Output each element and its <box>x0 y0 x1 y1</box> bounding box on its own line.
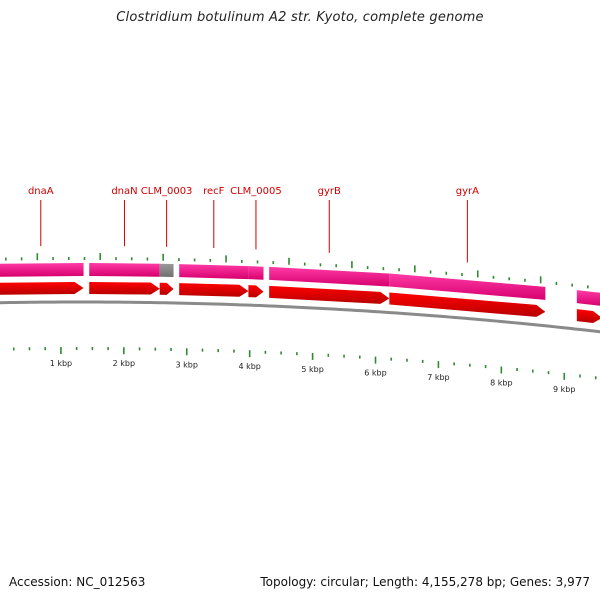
lower-tick-track <box>12 347 597 380</box>
upper-tick-track <box>5 253 589 289</box>
kbp-label: 4 kbp <box>238 362 260 371</box>
kbp-label: 9 kbp <box>553 385 575 394</box>
gene-bar <box>576 290 600 306</box>
kbp-label: 6 kbp <box>364 369 386 378</box>
gene-bar <box>179 264 249 280</box>
cds-arrow <box>576 309 600 323</box>
cds-arrow <box>0 282 84 295</box>
gene-bar <box>389 273 546 300</box>
gene-bar <box>159 263 174 277</box>
cds-arrow <box>269 285 390 304</box>
gene-label: recF <box>203 186 225 197</box>
kbp-label: 1 kbp <box>50 359 72 368</box>
cds-arrow <box>248 285 264 298</box>
accession-text: Accession: NC_012563 <box>9 575 146 589</box>
gene-bar <box>0 263 84 277</box>
gene-label: dnaA <box>28 186 54 197</box>
gene-label-track: dnaA dnaN CLM_0003 recF CLM_0005 gyrB gyrA <box>28 186 479 263</box>
cds-arrow <box>389 292 546 317</box>
genome-backbone <box>0 300 600 334</box>
cds-arrow <box>159 282 174 295</box>
cds-arrow-track <box>0 282 600 323</box>
genome-summary-text: Topology: circular; Length: 4,155,278 bp… <box>260 575 590 589</box>
kbp-label: 8 kbp <box>490 379 512 388</box>
kbp-label: 7 kbp <box>427 373 449 382</box>
gene-label: gyrB <box>318 186 341 197</box>
gene-label: CLM_0003 <box>141 186 193 197</box>
gene-bar-track <box>0 263 600 306</box>
cds-arrow <box>89 282 160 295</box>
gene-label: dnaN <box>111 186 137 197</box>
gene-label: gyrA <box>456 186 479 197</box>
page-title: Clostridium botulinum A2 str. Kyoto, com… <box>116 10 484 25</box>
cds-arrow <box>179 283 249 297</box>
gene-bar <box>89 263 160 277</box>
kbp-label: 2 kbp <box>113 359 135 368</box>
gene-label: CLM_0005 <box>230 186 282 197</box>
kbp-label: 3 kbp <box>176 360 198 369</box>
kbp-label-track: 1 kbp 2 kbp 3 kbp 4 kbp 5 kbp 6 kbp 7 kbp 8 kbp… <box>50 359 576 394</box>
kbp-label: 5 kbp <box>301 365 323 374</box>
gene-bar <box>269 266 390 287</box>
gene-bar <box>248 266 264 280</box>
